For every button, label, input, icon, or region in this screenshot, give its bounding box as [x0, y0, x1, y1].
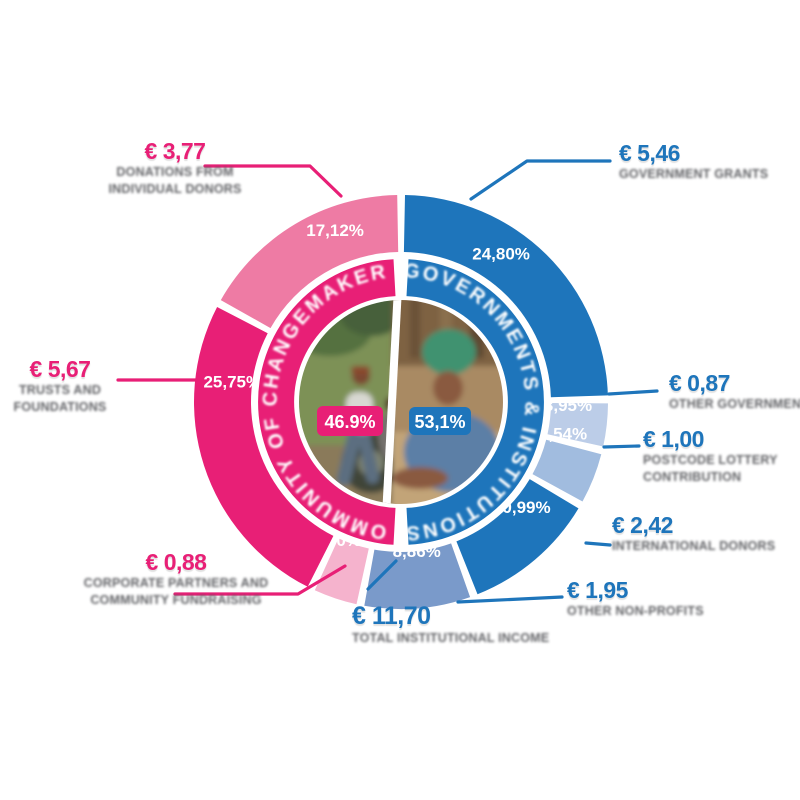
right-share-badge: 53,1%: [409, 407, 471, 435]
left-share-badge: 46.9%: [317, 406, 383, 436]
segment-percent-label: 8,86%: [393, 542, 441, 561]
leader-line-individual-donors: [203, 164, 343, 198]
segment-3,95%: [547, 403, 608, 447]
leader-line-postcode-lottery: [602, 444, 641, 449]
svg-text:46.9%: 46.9%: [324, 412, 375, 432]
leader-line-corporate: [173, 564, 347, 596]
segment-24,80%: [403, 195, 608, 398]
segment-percent-label: 24,80%: [472, 245, 530, 264]
segment-4,54%: [532, 439, 602, 502]
leader-line-government-grants: [469, 159, 612, 201]
segment-10,99%: [456, 479, 579, 595]
leader-line-international-donors: [584, 541, 612, 547]
inner-right-half: [406, 259, 544, 545]
photo-divider: [382, 300, 402, 504]
leader-line-other-governments: [607, 389, 659, 396]
segment-percent-label: 3,95%: [544, 396, 592, 415]
segment-4,00%: [314, 538, 369, 605]
segment-percent-label: 10,99%: [493, 498, 551, 517]
segment-percent-label: 25,75%: [203, 372, 261, 391]
segment-17,12%: [220, 195, 399, 329]
inner-ring: [258, 259, 544, 545]
leader-line-other-nonprofits: [456, 595, 564, 604]
segment-percent-label: 17,12%: [306, 221, 364, 240]
inner-left-half: [258, 259, 396, 545]
segment-8,86%: [364, 543, 471, 609]
segment-25,75%: [194, 307, 334, 587]
outer-ring: 24,80%3,95%4,54%10,99%8,86%4,00%25,75%17…: [194, 195, 608, 609]
svg-text:53,1%: 53,1%: [414, 412, 465, 432]
leader-line-institutional-total: [366, 559, 398, 591]
segment-percent-label: 4,54%: [539, 425, 587, 444]
